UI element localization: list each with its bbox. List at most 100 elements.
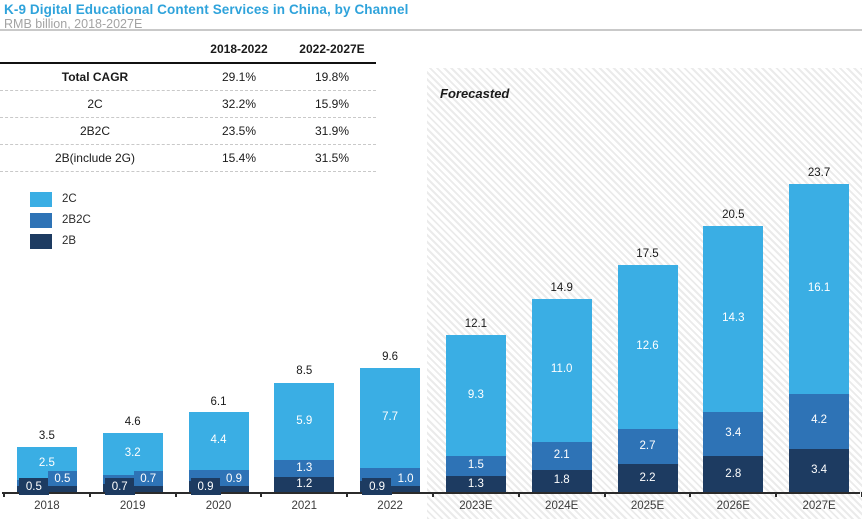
row-value: 29.1% bbox=[190, 63, 288, 91]
row-value: 19.8% bbox=[288, 63, 376, 91]
bar-total-label: 20.5 bbox=[722, 208, 745, 221]
cagr-table-col-header: 2018-2022 bbox=[190, 36, 288, 64]
segment-value-label: 9.3 bbox=[467, 388, 484, 401]
cagr-table: 2018-2022 2022-2027E Total CAGR 29.1% 19… bbox=[0, 36, 376, 172]
x-axis-tick bbox=[775, 492, 778, 497]
x-axis-category-label: 2025E bbox=[630, 500, 665, 512]
bar-segment-2B2C-2021 bbox=[274, 460, 335, 478]
bar-total-label: 4.6 bbox=[124, 416, 141, 429]
segment-value-label: 1.3 bbox=[467, 477, 484, 490]
table-row-2b2c: 2B2C 23.5% 31.9% bbox=[0, 117, 376, 145]
segment-value-label: 1.2 bbox=[296, 478, 313, 491]
page-subtitle: RMB billion, 2018-2027E bbox=[4, 17, 143, 31]
x-axis-tick bbox=[689, 492, 692, 497]
segment-value-label: 1.5 bbox=[467, 459, 484, 472]
x-axis-tick bbox=[517, 492, 520, 497]
x-axis-category-label: 2024E bbox=[545, 500, 579, 512]
row-value: 23.5% bbox=[190, 117, 288, 145]
bar-segment-2B2C-2027E bbox=[789, 393, 850, 449]
x-axis-category-label: 2018 bbox=[34, 500, 60, 512]
bar-segment-2C-2025E bbox=[617, 264, 678, 430]
x-axis-category-label: 2019 bbox=[119, 500, 146, 512]
header-divider bbox=[0, 29, 862, 31]
x-axis-tick bbox=[432, 492, 434, 497]
segment-value-label: 7.7 bbox=[382, 411, 399, 424]
callout-2b-value: 0.9 bbox=[362, 478, 393, 495]
table-row-2b: 2B(include 2G) 15.4% 31.5% bbox=[0, 144, 376, 172]
legend-item-2b: 2B bbox=[30, 233, 91, 249]
segment-value-label: 2.7 bbox=[639, 439, 656, 452]
row-value: 15.9% bbox=[288, 90, 376, 118]
legend-swatch-2b2c bbox=[30, 212, 52, 228]
x-axis-tick bbox=[260, 492, 263, 497]
cagr-table-header-row: 2018-2022 2022-2027E bbox=[0, 36, 376, 64]
row-label: 2C bbox=[0, 90, 190, 118]
segment-value-label: 3.4 bbox=[811, 463, 828, 476]
x-axis-line bbox=[2, 492, 860, 494]
segment-value-label: 14.3 bbox=[722, 311, 745, 324]
row-label: Total CAGR bbox=[0, 63, 190, 91]
row-label: 2B2C bbox=[0, 117, 190, 145]
bar-total-label: 3.5 bbox=[38, 430, 55, 443]
x-axis-tick bbox=[346, 492, 349, 497]
bar-segment-2B2C-2026E bbox=[703, 412, 764, 457]
segment-value-label: 1.3 bbox=[296, 461, 313, 474]
x-axis-tick bbox=[3, 492, 5, 497]
legend-item-2c: 2C bbox=[30, 191, 91, 207]
segment-value-label: 11.0 bbox=[550, 363, 573, 376]
table-row-2c: 2C 32.2% 15.9% bbox=[0, 90, 376, 118]
bar-segment-2C-2019 bbox=[102, 433, 163, 475]
x-axis-category-label: 2022 bbox=[377, 500, 403, 512]
segment-value-label: 12.6 bbox=[636, 339, 659, 352]
segment-value-label: 2.2 bbox=[639, 471, 656, 484]
bar-total-label: 12.1 bbox=[464, 318, 488, 331]
x-axis-category-label: 2026E bbox=[716, 500, 750, 512]
segment-value-label: 2.5 bbox=[38, 456, 55, 469]
callout-2b-value: 0.5 bbox=[18, 478, 49, 495]
callout-2b2c-value: 0.7 bbox=[133, 471, 163, 486]
x-axis-category-label: 2023E bbox=[459, 500, 493, 512]
forecast-label: Forecasted bbox=[440, 86, 510, 101]
bar-segment-2B-2021 bbox=[274, 477, 335, 493]
bar-segment-2B2C-2020 bbox=[188, 469, 249, 482]
bar-total-label: 8.5 bbox=[296, 365, 313, 378]
bar-total-label: 23.7 bbox=[807, 166, 831, 179]
bar-total-label: 17.5 bbox=[636, 247, 659, 260]
x-axis-category-label: 2020 bbox=[205, 500, 232, 512]
bar-total-label: 6.1 bbox=[210, 396, 227, 409]
segment-value-label: 2.8 bbox=[725, 467, 742, 480]
bar-segment-2C-2020 bbox=[188, 412, 249, 470]
bar-total-label: 14.9 bbox=[550, 281, 573, 294]
legend-label: 2C bbox=[62, 193, 77, 205]
legend-label: 2B2C bbox=[62, 214, 91, 226]
chart-legend: 2C 2B2C 2B bbox=[30, 191, 91, 254]
segment-value-label: 16.1 bbox=[807, 281, 831, 294]
bar-segment-2C-2026E bbox=[703, 225, 764, 413]
legend-swatch-2c bbox=[30, 191, 52, 207]
x-axis-category-label: 2021 bbox=[291, 500, 318, 512]
bar-segment-2C-2024E bbox=[531, 298, 592, 443]
row-label: 2B(include 2G) bbox=[0, 144, 190, 172]
legend-swatch-2b bbox=[30, 233, 52, 249]
x-axis-tick bbox=[174, 492, 177, 497]
cagr-table-col-header: 2022-2027E bbox=[288, 36, 376, 64]
callout-2b2c-value: 0.5 bbox=[47, 471, 77, 486]
row-value: 31.5% bbox=[288, 144, 376, 172]
table-row-total-cagr: Total CAGR 29.1% 19.8% bbox=[0, 63, 376, 91]
callout-2b-value: 0.9 bbox=[190, 478, 221, 495]
bar-segment-2B-2024E bbox=[531, 469, 592, 493]
bar-segment-2C-2021 bbox=[274, 383, 335, 461]
segment-value-label: 3.4 bbox=[725, 427, 742, 440]
x-axis-tick bbox=[88, 492, 91, 497]
cagr-table-corner-cell bbox=[0, 36, 190, 64]
segment-value-label: 4.2 bbox=[811, 414, 828, 427]
segment-value-label: 2.1 bbox=[553, 448, 570, 461]
bar-segment-2B-2023E bbox=[445, 476, 506, 493]
segment-value-label: 3.2 bbox=[124, 446, 141, 459]
bar-segment-2C-2027E bbox=[789, 183, 850, 394]
x-axis-tick bbox=[603, 492, 606, 497]
bar-segment-2C-2022 bbox=[360, 367, 421, 469]
segment-value-label: 5.9 bbox=[296, 414, 313, 427]
legend-label: 2B bbox=[62, 235, 77, 247]
